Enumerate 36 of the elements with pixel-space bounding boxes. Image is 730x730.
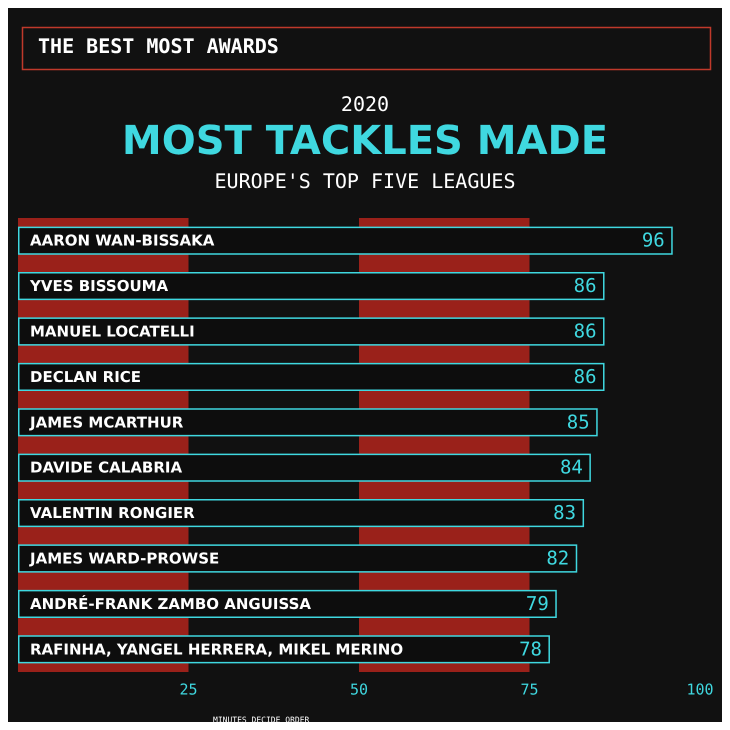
data-label: 86 bbox=[574, 366, 597, 388]
chart-subtitle: EUROPE'S TOP FIVE LEAGUES bbox=[214, 169, 516, 193]
bar bbox=[18, 544, 578, 573]
bar bbox=[18, 362, 605, 391]
bar bbox=[18, 226, 673, 255]
text: THE BEST MOST AWARDS bbox=[38, 34, 279, 58]
data-label: 82 bbox=[546, 548, 570, 570]
data-label: 78 bbox=[519, 638, 542, 660]
x-tick-label: 50 bbox=[350, 680, 368, 698]
y-tick-label: YVES BISSOUMA bbox=[29, 277, 169, 296]
y-tick-label: AARON WAN-BISSAKA bbox=[30, 232, 215, 250]
y-tick-label: ANDRÉ-FRANK ZAMBO ANGUISSA bbox=[30, 594, 312, 613]
chart-title: MOST TACKLES MADE bbox=[122, 118, 608, 164]
data-label: 96 bbox=[642, 230, 665, 252]
x-tick-label: 25 bbox=[179, 680, 198, 698]
y-tick-label: JAMES WARD-PROWSE bbox=[29, 550, 220, 568]
text: 2020 bbox=[340, 92, 390, 116]
y-tick-label: DAVIDE CALABRIA bbox=[30, 458, 182, 477]
y-tick-label: DECLAN RICE bbox=[30, 368, 142, 386]
bar bbox=[18, 408, 598, 436]
bar bbox=[18, 317, 605, 346]
x-tick-label: 75 bbox=[520, 680, 539, 698]
data-label: 83 bbox=[553, 502, 576, 524]
bar bbox=[18, 499, 584, 528]
y-tick-label: JAMES MCARTHUR bbox=[29, 413, 184, 432]
data-label: 86 bbox=[574, 320, 597, 342]
y-tick-label: RAFINHA, YANGEL HERRERA, MIKEL MERINO bbox=[30, 640, 404, 658]
y-tick-label: VALENTIN RONGIER bbox=[30, 504, 196, 522]
bar bbox=[18, 272, 605, 300]
data-label: 85 bbox=[566, 411, 590, 434]
data-label: 79 bbox=[526, 592, 549, 615]
y-tick-label: MANUEL LOCATELLI bbox=[30, 322, 195, 340]
bar bbox=[18, 454, 591, 482]
data-label: 84 bbox=[560, 456, 583, 479]
x-tick-label: 100 bbox=[686, 680, 714, 698]
data-label: 86 bbox=[574, 275, 597, 298]
